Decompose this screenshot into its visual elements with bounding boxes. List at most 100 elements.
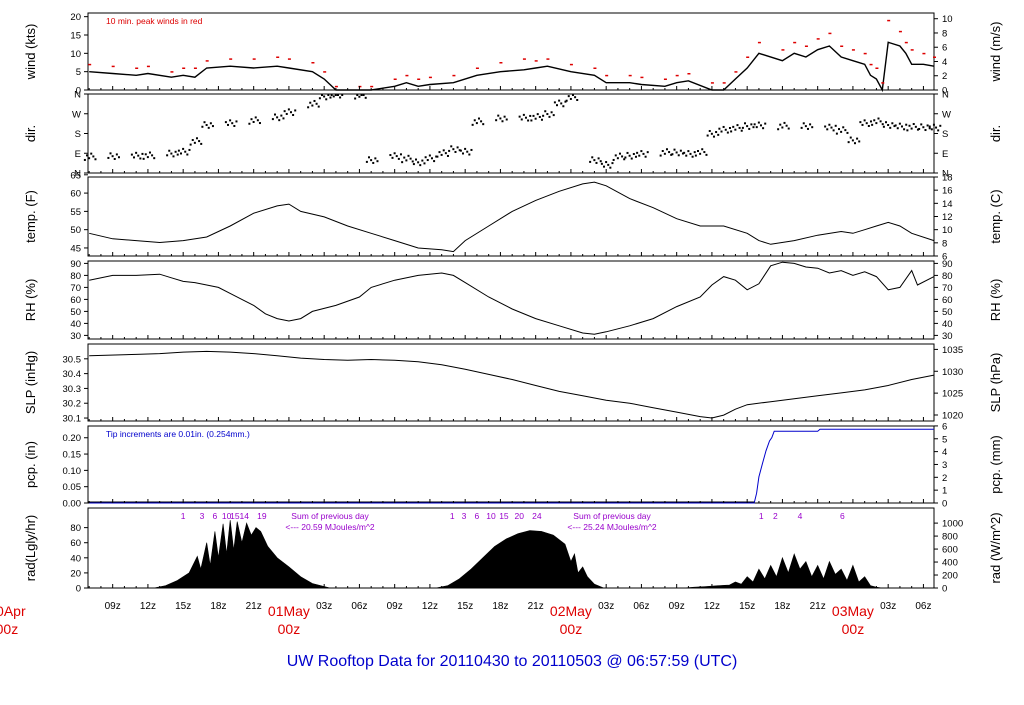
ytick-left-label-dir: N [74,90,81,101]
dir-point [571,94,574,96]
dir-point [224,121,227,124]
dir-point [205,124,208,127]
dir-point [740,129,743,132]
dir-point [576,99,579,102]
dir-point [562,105,565,108]
dir-point [168,149,171,152]
dir-point [200,142,203,145]
ytick-right-label-wind: 2 [942,71,947,82]
peak-wind-mark [229,58,233,60]
ylabel-right-slp: SLP (hPa) [988,353,1003,413]
dir-point [317,105,320,108]
solar-hour-mark: 6 [840,511,845,521]
hour-tick-label: 21z [528,601,544,612]
date-label: 02May [550,603,592,619]
dir-point [755,126,758,129]
dir-point [115,153,118,156]
ytick-left-label-slp: 30.4 [63,369,82,380]
ytick-left-label-pcp: 0.10 [63,466,82,477]
dir-point [889,126,892,129]
ytick-right-label-wind: 0 [942,86,947,97]
ytick-left-label-rh: 50 [70,307,81,318]
dir-point [708,129,711,132]
dir-point [538,115,541,118]
dir-point [611,162,614,165]
peak-wind-mark [146,65,150,68]
dir-point [706,134,709,137]
peak-wind-mark [904,41,908,44]
daily-sum-value: <--- 25.24 MJoules/m^2 [567,522,657,532]
dir-point [844,129,847,132]
peak-wind-mark [111,65,115,68]
hour-tick-label: 21z [810,601,826,612]
hour-tick-label: 09z [387,601,403,612]
dir-point [403,156,406,159]
dir-point [540,118,543,121]
dir-point [356,94,359,96]
ylabel-right-dir: dir. [988,125,1003,142]
dir-point [759,124,762,127]
hour-tick-label: 06z [915,601,931,612]
peak-wind-mark [522,58,526,60]
ytick-right-label-rh: 30 [942,331,953,342]
dir-point [524,116,527,119]
peak-wind-mark [334,85,338,88]
dir-point [865,122,868,125]
dir-point [117,156,120,159]
ytick-right-label-rh: 90 [942,259,953,270]
peak-wind-mark [887,19,891,22]
dir-point [659,154,662,157]
date-label: 03May [832,603,874,619]
peak-wind-mark [475,67,479,69]
dir-point [875,122,878,125]
dir-point [505,118,508,121]
dir-point [920,123,923,126]
dir-point [553,101,556,104]
dir-point [879,120,882,123]
dir-point [188,148,191,151]
dir-point [607,163,610,166]
peak-wind-mark [910,49,914,51]
dir-point [673,148,676,151]
dir-point [906,129,909,132]
dir-point [908,124,911,127]
ytick-left-label-temp: 65 [70,170,81,181]
ytick-left-label-temp: 55 [70,207,81,218]
dir-point [189,143,192,146]
date-label: 30Apr [0,603,26,619]
dir-point [153,157,156,160]
dir-point [231,122,234,125]
dir-point [448,149,451,152]
dir-point [459,149,462,152]
dir-point [146,156,149,159]
ytick-left-label-pcp: 0.20 [63,433,82,444]
dir-point [732,125,735,128]
dir-point [452,148,455,151]
dir-point [912,123,915,126]
dir-point [558,99,561,102]
dir-point [882,125,885,128]
ytick-right-label-pcp: 5 [942,434,947,445]
dir-point [471,123,474,126]
ytick-left-label-pcp: 0.15 [63,450,82,461]
dir-point [294,109,297,112]
hour-tick-label: 03z [316,601,332,612]
dir-point [922,126,925,129]
dir-point [407,154,410,157]
hour-tick-label: 06z [633,601,649,612]
solar-hour-mark: 6 [475,511,480,521]
dir-point [881,123,884,126]
dir-point [677,154,680,157]
dir-point [360,94,363,96]
dir-point [914,125,917,128]
dir-point [646,151,649,154]
ytick-left-label-rh: 80 [70,271,81,282]
dir-point [900,125,903,128]
peak-wind-mark [869,63,873,66]
ytick-right-label-pcp: 3 [942,460,947,471]
dir-point [724,128,727,131]
dir-point [468,153,471,156]
ytick-left-label-slp: 30.2 [63,399,82,410]
peak-wind-mark [816,38,820,40]
daily-sum-value: <--- 20.59 MJoules/m^2 [285,522,375,532]
